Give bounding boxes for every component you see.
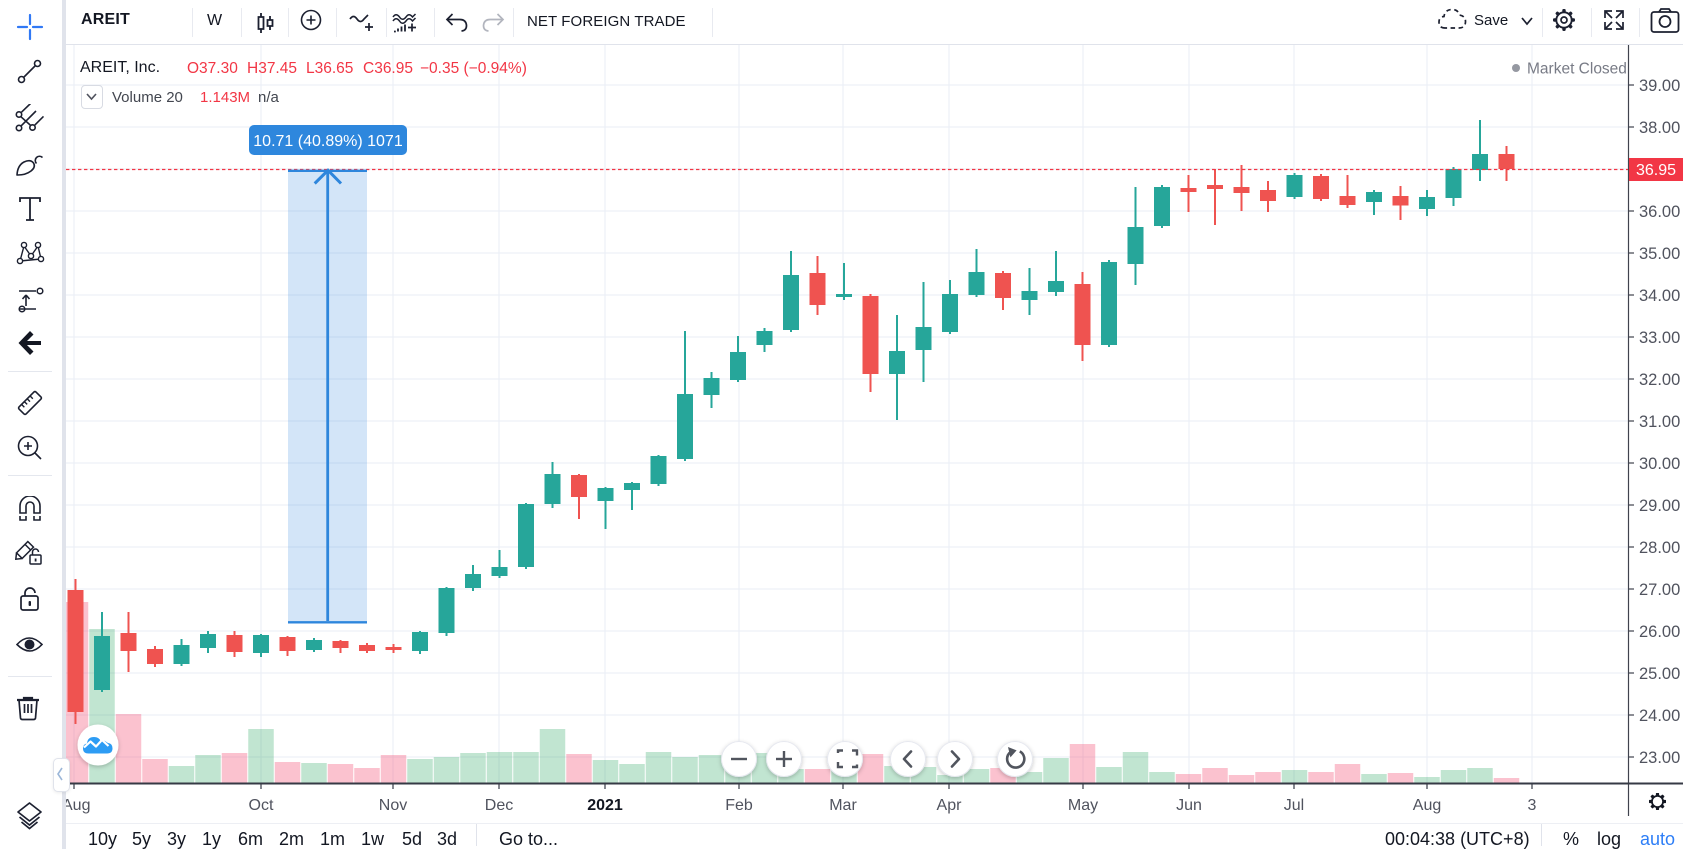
svg-text:34.00: 34.00 (1639, 287, 1680, 305)
svg-text:39.00: 39.00 (1639, 77, 1680, 95)
svg-text:Oct: Oct (249, 797, 274, 814)
svg-text:29.00: 29.00 (1639, 497, 1680, 515)
svg-text:33.00: 33.00 (1639, 329, 1680, 347)
svg-text:30.00: 30.00 (1639, 455, 1680, 473)
svg-text:31.00: 31.00 (1639, 413, 1680, 431)
svg-text:32.00: 32.00 (1639, 371, 1680, 389)
svg-text:26.00: 26.00 (1639, 623, 1680, 641)
svg-text:3: 3 (1528, 797, 1537, 814)
svg-text:36.95: 36.95 (1636, 162, 1676, 179)
svg-text:24.00: 24.00 (1639, 707, 1680, 725)
svg-text:25.00: 25.00 (1639, 665, 1680, 683)
svg-text:Dec: Dec (485, 797, 513, 814)
svg-text:27.00: 27.00 (1639, 581, 1680, 599)
svg-text:10.71 (40.89%) 1071: 10.71 (40.89%) 1071 (253, 133, 403, 150)
svg-text:35.00: 35.00 (1639, 245, 1680, 263)
svg-text:38.00: 38.00 (1639, 119, 1680, 137)
svg-text:36.00: 36.00 (1639, 203, 1680, 221)
svg-text:Aug: Aug (62, 797, 90, 814)
svg-text:Jun: Jun (1176, 797, 1202, 814)
svg-text:2021: 2021 (587, 797, 623, 814)
svg-text:28.00: 28.00 (1639, 539, 1680, 557)
svg-text:May: May (1068, 797, 1098, 814)
svg-text:Market Closed: Market Closed (1527, 61, 1627, 78)
svg-text:Aug: Aug (1413, 797, 1441, 814)
svg-text:Mar: Mar (829, 797, 857, 814)
svg-text:Jul: Jul (1284, 797, 1304, 814)
svg-text:Nov: Nov (379, 797, 407, 814)
svg-text:Feb: Feb (725, 797, 753, 814)
svg-text:23.00: 23.00 (1639, 749, 1680, 767)
svg-text:Apr: Apr (937, 797, 963, 814)
